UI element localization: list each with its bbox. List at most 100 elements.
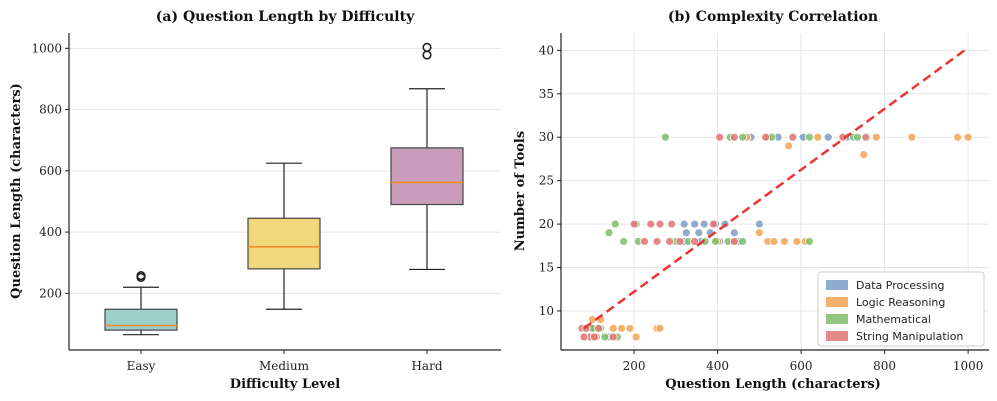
point-data-processing bbox=[729, 228, 739, 238]
point-string-manipulation bbox=[709, 219, 718, 229]
point-string-manipulation bbox=[590, 332, 599, 342]
panel-b-y-tick-label: 35 bbox=[539, 87, 554, 101]
point-mathematical bbox=[738, 132, 748, 142]
panel-a-xlabel: Difficulty Level bbox=[230, 377, 340, 392]
point-mathematical bbox=[853, 132, 862, 142]
panel-b-y-tick-label: 10 bbox=[539, 304, 554, 318]
point-logic-reasoning bbox=[754, 228, 764, 238]
legend: Data Processing Logic Reasoning Mathematic… bbox=[817, 271, 985, 347]
point-mathematical bbox=[660, 132, 670, 142]
point-mathematical bbox=[805, 237, 814, 246]
panel-a-grid bbox=[69, 47, 501, 294]
point-string-manipulation bbox=[629, 219, 639, 229]
panel-a-y-ticks: 200 400 600 800 1000 bbox=[31, 41, 69, 300]
panel-a-ylabel: Question Length (characters) bbox=[9, 83, 24, 299]
point-mathematical bbox=[600, 332, 610, 342]
box-medium bbox=[247, 217, 321, 270]
point-string-manipulation bbox=[655, 219, 665, 229]
point-logic-reasoning bbox=[779, 237, 789, 246]
point-string-manipulation bbox=[667, 219, 677, 229]
legend-label-logic-reasoning: Logic Reasoning bbox=[856, 296, 945, 309]
point-string-manipulation bbox=[594, 323, 603, 333]
panel-a-x-tick-label: Easy bbox=[127, 359, 156, 373]
point-logic-reasoning bbox=[813, 132, 823, 142]
point-logic-reasoning bbox=[859, 150, 869, 159]
panel-b-y-ticks: 10 15 20 25 30 35 40 bbox=[539, 43, 561, 318]
point-string-manipulation bbox=[646, 219, 656, 229]
panel-b-title: (b) Complexity Correlation bbox=[668, 9, 878, 25]
point-data-processing bbox=[694, 228, 704, 238]
panel-b-x-tick-label: 400 bbox=[706, 359, 729, 373]
panel-a-y-tick-label: 1000 bbox=[31, 41, 62, 55]
box-easy bbox=[104, 308, 178, 331]
point-string-manipulation bbox=[608, 332, 618, 342]
point-string-manipulation bbox=[861, 132, 871, 142]
point-data-processing bbox=[699, 219, 709, 229]
trend-line bbox=[583, 46, 969, 330]
legend-swatch-string-manipulation bbox=[826, 331, 848, 341]
point-string-manipulation bbox=[665, 237, 674, 246]
point-logic-reasoning bbox=[631, 332, 641, 342]
panel-a: 200 400 600 800 1000 Easy Medium Hard (a) Ques… bbox=[9, 9, 501, 392]
panel-b-x-tick-label: 600 bbox=[790, 359, 813, 373]
point-data-processing bbox=[690, 219, 700, 229]
point-logic-reasoning bbox=[907, 132, 917, 142]
point-logic-reasoning bbox=[655, 323, 665, 333]
point-data-processing bbox=[754, 219, 764, 229]
legend-label-mathematical: Mathematical bbox=[856, 313, 931, 326]
panel-a-x-tick-label: Hard bbox=[411, 359, 442, 373]
panel-b-points bbox=[577, 132, 973, 342]
box-outlier bbox=[422, 42, 432, 52]
point-data-processing bbox=[681, 228, 691, 238]
panel-a-y-tick-label: 800 bbox=[39, 103, 62, 117]
point-string-manipulation bbox=[715, 132, 725, 142]
point-string-manipulation bbox=[579, 332, 589, 342]
panel-b-x-tick-label: 1000 bbox=[953, 359, 984, 373]
box-outlier bbox=[136, 270, 146, 281]
panel-a-title: (a) Question Length by Difficulty bbox=[156, 9, 415, 25]
point-string-manipulation bbox=[690, 237, 700, 246]
point-data-processing bbox=[679, 219, 689, 229]
box-hard bbox=[390, 147, 464, 206]
point-logic-reasoning bbox=[625, 323, 635, 333]
point-logic-reasoning bbox=[953, 132, 963, 142]
point-logic-reasoning bbox=[608, 323, 618, 333]
panel-b-x-tick-label: 200 bbox=[623, 359, 646, 373]
point-logic-reasoning bbox=[963, 132, 973, 142]
panel-b-y-tick-label: 20 bbox=[539, 217, 554, 231]
point-data-processing bbox=[823, 132, 833, 142]
legend-swatch-mathematical bbox=[826, 314, 848, 324]
point-mathematical bbox=[805, 132, 814, 142]
panel-b-y-tick-label: 15 bbox=[539, 260, 554, 274]
point-logic-reasoning bbox=[617, 323, 626, 333]
legend-label-string-manipulation: String Manipulation bbox=[856, 330, 963, 343]
panel-b-x-tick-label: 800 bbox=[873, 359, 896, 373]
point-logic-reasoning bbox=[792, 237, 802, 246]
panel-b-x-ticks: 200 400 600 800 1000 bbox=[623, 350, 984, 373]
panel-b-y-tick-label: 40 bbox=[539, 43, 554, 57]
point-mathematical bbox=[604, 228, 614, 238]
point-mathematical bbox=[738, 237, 748, 246]
point-string-manipulation bbox=[640, 237, 649, 246]
panel-b-y-tick-label: 30 bbox=[539, 130, 554, 144]
point-logic-reasoning bbox=[769, 237, 779, 246]
legend-label-data-processing: Data Processing bbox=[856, 279, 945, 292]
box-outlier bbox=[422, 50, 432, 60]
panel-b-xlabel: Question Length (characters) bbox=[665, 377, 881, 392]
panel-a-x-tick-label: Medium bbox=[259, 359, 310, 373]
panel-b-ylabel: Number of Tools bbox=[513, 131, 528, 251]
point-logic-reasoning bbox=[871, 132, 881, 142]
panel-a-y-tick-label: 400 bbox=[39, 225, 62, 239]
point-logic-reasoning bbox=[784, 141, 793, 151]
legend-swatch-logic-reasoning bbox=[826, 297, 848, 307]
point-string-manipulation bbox=[652, 237, 662, 246]
point-string-manipulation bbox=[788, 132, 798, 142]
point-mathematical bbox=[711, 237, 720, 246]
panel-a-boxes bbox=[104, 42, 464, 336]
point-mathematical bbox=[619, 237, 629, 246]
legend-box bbox=[817, 271, 985, 347]
panel-b-y-tick-label: 25 bbox=[539, 174, 554, 188]
point-string-manipulation bbox=[729, 132, 739, 142]
panel-a-y-tick-label: 600 bbox=[39, 164, 62, 178]
